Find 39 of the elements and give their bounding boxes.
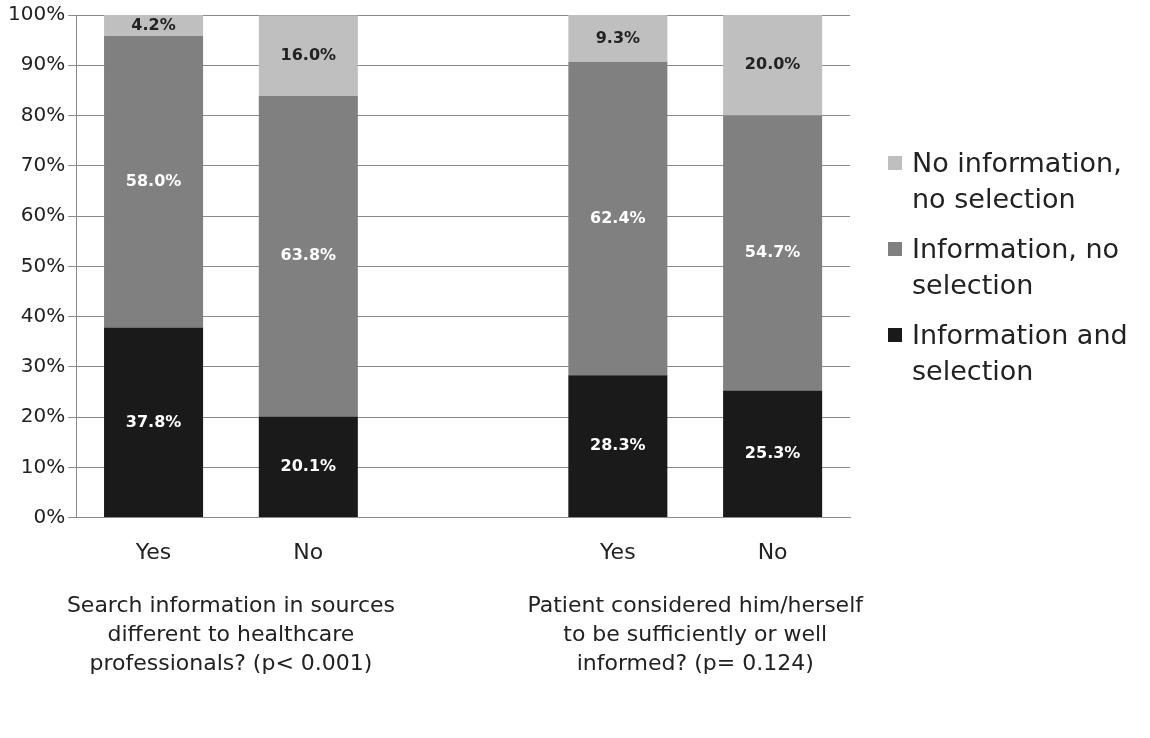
y-tick-label: 70% [20,151,66,176]
data-label: 63.8% [280,245,337,265]
legend-label: Information, no selection [912,232,1121,302]
data-label: 4.2% [131,14,176,34]
bar [258,15,358,96]
x-tick-label: No [757,538,788,564]
data-label: 58.0% [125,171,182,191]
x-tick-label: Yes [134,538,172,564]
bar [104,327,204,518]
y-tick-label: 0% [33,503,66,528]
text: Search information in sources different to healthcare professionals? (p< 0.001) [65,590,396,677]
y-tick-label: 40% [20,302,66,327]
x-tick-label: Yes [599,538,636,564]
data-label: 37.8% [125,411,182,431]
y-tick-label: 30% [20,353,66,378]
y-tick-label: 90% [20,51,66,76]
bar [258,416,358,518]
y-tick-label: 60% [20,202,66,227]
data-label: 28.3% [590,435,646,455]
data-label: 16.0% [280,44,337,64]
text: Patient considered him/herself to be sufficiently or well informed? (p= 0.124) [526,590,865,677]
bar [723,390,823,518]
data-label: 9.3% [595,27,641,47]
bar [723,15,823,116]
y-tick-label: 20% [20,403,66,428]
data-label: 54.7% [744,242,801,262]
data-label: 20.1% [280,455,337,475]
legend-label: Information and selection [912,318,1129,388]
data-label: 62.4% [590,207,646,227]
y-tick-label: 50% [20,252,66,277]
data-label: 20.0% [744,54,801,74]
y-tick-label: 100% [7,1,66,26]
bar [568,375,668,518]
y-tick-label: 80% [20,101,66,126]
x-tick-label: No [293,538,324,564]
bar [568,15,668,62]
legend-label: No information, no selection [912,146,1123,216]
data-label: 25.3% [744,442,801,462]
y-tick-label: 10% [20,453,66,478]
